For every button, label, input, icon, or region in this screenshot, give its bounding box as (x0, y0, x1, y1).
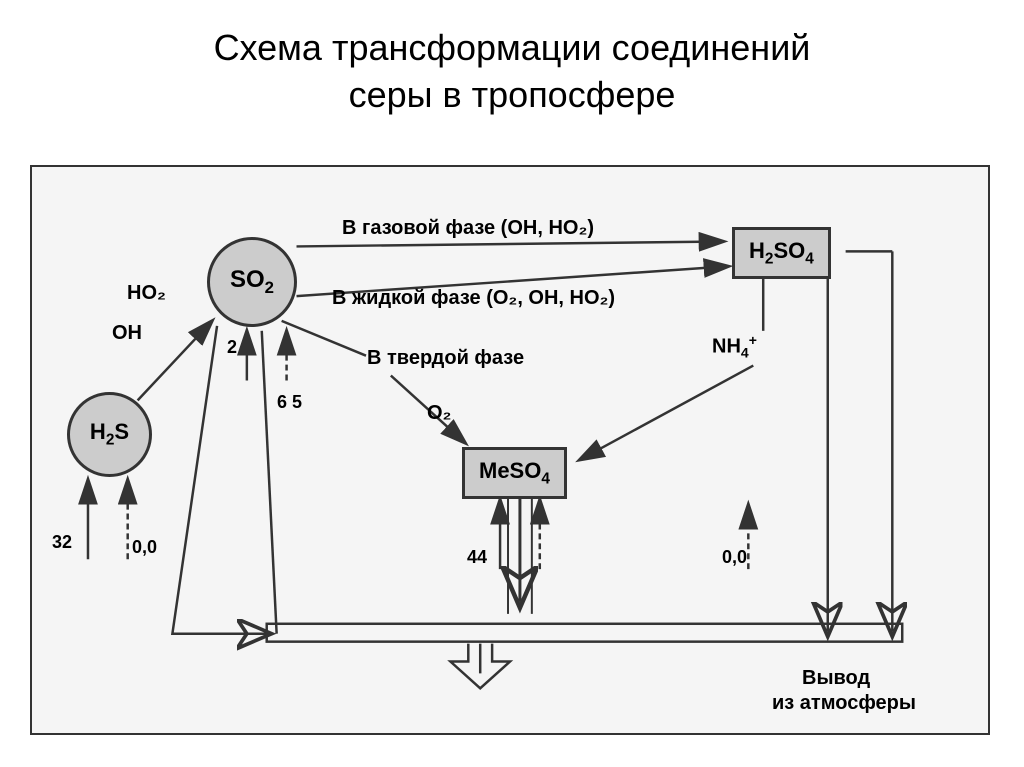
label-gas-phase: В газовой фазе (OH, HO₂) (342, 217, 594, 240)
label-liquid-phase: В жидкой фазе (O₂, OH, HO₂) (332, 287, 615, 310)
node-h2s: H2S (67, 392, 152, 477)
label-num-65: 6 5 (277, 392, 302, 413)
label-num-2: 2 (227, 337, 237, 358)
node-h2so4: H2SO4 (732, 227, 831, 279)
label-o2: O₂ (427, 402, 451, 425)
label-ho2: HO₂ (127, 282, 166, 305)
label-output-2: из атмосферы (772, 692, 916, 715)
sulfur-diagram: H2S SO2 H2SO4 MeSO4 В газовой фазе (OH, … (30, 165, 990, 735)
node-so2: SO2 (207, 237, 297, 327)
label-solid-phase: В твердой фазе (367, 347, 524, 370)
label-nh4: NH4+ (712, 332, 757, 361)
label-num-32: 32 (52, 532, 72, 553)
node-h2so4-label: H2SO4 (749, 238, 814, 268)
label-output-1: Вывод (802, 667, 870, 690)
label-num-44: 44 (467, 547, 487, 568)
label-num-00-2: 0,0 (722, 547, 747, 568)
label-oh: OH (112, 322, 142, 345)
node-h2s-label: H2S (90, 419, 129, 449)
label-num-00-1: 0,0 (132, 537, 157, 558)
node-so2-label: SO2 (230, 266, 274, 298)
title-line-2: серы в тропосфере (349, 74, 676, 115)
title-line-1: Схема трансформации соединений (214, 27, 811, 68)
node-meso4-label: MeSO4 (479, 458, 550, 488)
node-meso4: MeSO4 (462, 447, 567, 499)
page-title: Схема трансформации соединений серы в тр… (0, 0, 1024, 119)
